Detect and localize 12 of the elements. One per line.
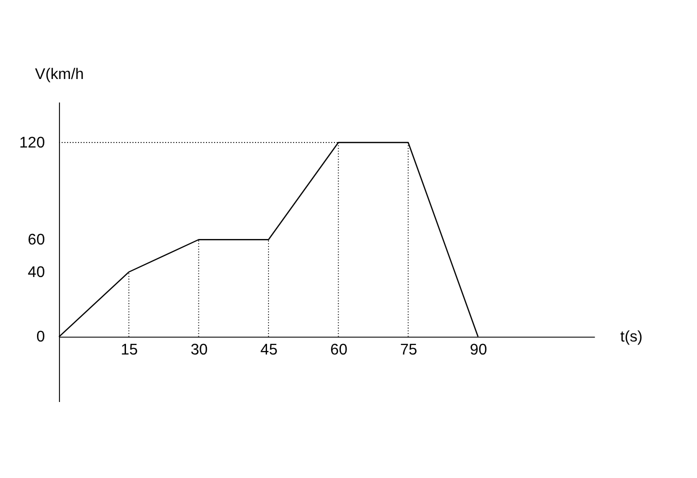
y-tick-label: 120 [19,134,45,152]
x-tick-label: 15 [120,341,138,358]
x-tick-label: 90 [470,341,488,358]
y-axis-title: V(km/h [35,66,84,83]
x-axis-title: t(s) [620,328,643,346]
y-tick-label: 40 [28,264,45,281]
x-tick-label: 75 [400,341,418,358]
x-tick-label: 30 [190,341,208,358]
y-tick-label: 0 [36,328,45,346]
x-tick-label: 60 [330,341,348,358]
y-tick-label: 60 [28,232,45,249]
x-tick-label: 45 [260,341,278,358]
